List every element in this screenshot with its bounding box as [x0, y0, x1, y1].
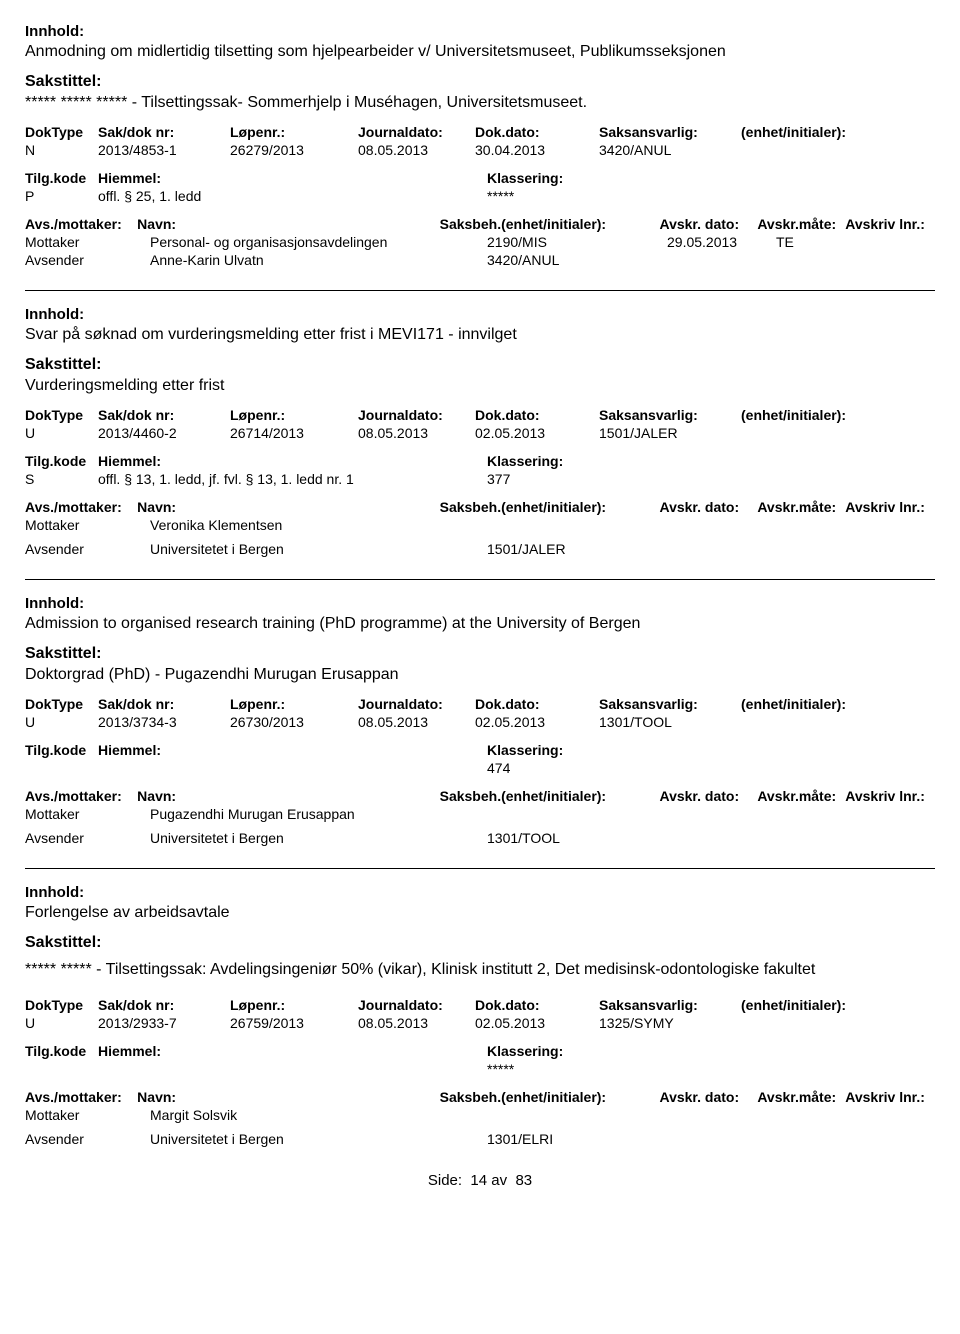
party-header-row: Avs./mottaker: Navn: Saksbeh.(enhet/init… [25, 499, 935, 515]
meta-value-row: N 2013/4853-1 26279/2013 08.05.2013 30.0… [25, 142, 935, 158]
meta-header-row: DokType Sak/dok nr: Løpenr.: Journaldato… [25, 407, 935, 423]
tilg-header-row: Tilg.kode Hiemmel: Klassering: [25, 170, 935, 186]
sakstittel-text: ***** ***** - Tilsettingssak: Avdelingsi… [25, 955, 935, 985]
val-doktype: N [25, 142, 98, 158]
col-saksansv: Saksansvarlig: [599, 124, 741, 140]
innhold-label: Innhold: [25, 23, 935, 40]
innhold-text: Svar på søknad om vurderingsmelding ette… [25, 326, 935, 344]
val-hjemmel: offl. § 25, 1. ledd [98, 188, 487, 204]
innhold-text: Anmodning om midlertidig tilsetting som … [25, 43, 935, 61]
col-tilg: Tilg.kode [25, 170, 98, 186]
innhold-label: Innhold: [25, 306, 935, 323]
mottaker-code: 2190/MIS [487, 234, 667, 250]
avsender-name: Anne-Karin Ulvatn [150, 252, 487, 268]
meta-value-row: U 2013/3734-3 26730/2013 08.05.2013 02.0… [25, 714, 935, 730]
mottaker-date: 29.05.2013 [667, 234, 776, 250]
sakstittel-text: Doktorgrad (PhD) - Pugazendhi Murugan Er… [25, 666, 935, 684]
avsender-row: Avsender Anne-Karin Ulvatn 3420/ANUL [25, 252, 935, 268]
col-dokdato: Dok.dato: [475, 124, 599, 140]
tilg-header-row: Tilg.kode Hiemmel: Klassering: [25, 453, 935, 469]
col-doktype: DokType [25, 124, 98, 140]
val-journ: 08.05.2013 [358, 142, 475, 158]
innhold-label: Innhold: [25, 884, 935, 901]
mottaker-row: Mottaker Pugazendhi Murugan Erusappan [25, 806, 935, 822]
meta-header-row: DokType Sak/dok nr: Løpenr.: Journaldato… [25, 997, 935, 1013]
sakstittel-text: ***** ***** ***** - Tilsettingssak- Somm… [25, 94, 935, 112]
col-avskriv: Avskriv lnr.: [845, 216, 935, 232]
tilg-header-row: Tilg.kode Hiemmel: Klassering: [25, 1043, 935, 1059]
avsender-code: 3420/ANUL [487, 252, 667, 268]
avsender-label: Avsender [25, 252, 150, 268]
mottaker-name: Personal- og organisasjonsavdelingen [150, 234, 487, 250]
journal-record: Innhold: Forlengelse av arbeidsavtale Sa… [25, 884, 935, 1147]
mottaker-row: Mottaker Margit Solsvik [25, 1107, 935, 1123]
journal-record: Innhold: Svar på søknad om vurderingsmel… [25, 306, 935, 580]
innhold-label: Innhold: [25, 595, 935, 612]
innhold-text: Forlengelse av arbeidsavtale [25, 904, 935, 922]
col-saksbeh: Saksbeh.(enhet/initialer): [440, 216, 660, 232]
mottaker-row: Mottaker Personal- og organisasjonsavdel… [25, 234, 935, 250]
meta-header-row: DokType Sak/dok nr: Løpenr.: Journaldato… [25, 696, 935, 712]
tilg-value-row: P offl. § 25, 1. ledd ***** [25, 188, 935, 204]
side-label: Side: [428, 1172, 462, 1189]
col-sakdok: Sak/dok nr: [98, 124, 230, 140]
avsender-row: Avsender Universitetet i Bergen 1501/JAL… [25, 541, 935, 557]
party-header-row: Avs./mottaker: Navn: Saksbeh.(enhet/init… [25, 788, 935, 804]
mottaker-extra: TE [776, 234, 836, 250]
val-tilg: P [25, 188, 98, 204]
sakstittel-label: Sakstittel: [25, 356, 935, 374]
sakstittel-label: Sakstittel: [25, 934, 935, 952]
col-lopenr: Løpenr.: [230, 124, 358, 140]
innhold-text: Admission to organised research training… [25, 615, 935, 633]
col-avsmot: Avs./mottaker: [25, 216, 137, 232]
journal-record: Innhold: Admission to organised research… [25, 595, 935, 869]
meta-value-row: U 2013/2933-7 26759/2013 08.05.2013 02.0… [25, 1015, 935, 1031]
col-navn: Navn: [137, 216, 439, 232]
av-label: av [491, 1172, 507, 1189]
val-klass: ***** [487, 188, 737, 204]
col-avskrmate: Avskr.måte: [757, 216, 845, 232]
sakstittel-text: Vurderingsmelding etter frist [25, 377, 935, 395]
meta-value-row: U 2013/4460-2 26714/2013 08.05.2013 02.0… [25, 425, 935, 441]
sakstittel-label: Sakstittel: [25, 73, 935, 91]
party-header-row: Avs./mottaker: Navn: Saksbeh.(enhet/init… [25, 1089, 935, 1105]
page-current: 14 [470, 1172, 487, 1189]
val-lopenr: 26279/2013 [230, 142, 358, 158]
page-footer: Side: 14 av 83 [25, 1172, 935, 1189]
val-sakdok: 2013/4853-1 [98, 142, 230, 158]
sakstittel-label: Sakstittel: [25, 645, 935, 663]
mottaker-row: Mottaker Veronika Klementsen [25, 517, 935, 533]
tilg-value-row: S offl. § 13, 1. ledd, jf. fvl. § 13, 1.… [25, 471, 935, 487]
col-hjemmel: Hiemmel: [98, 170, 487, 186]
val-dokdato: 30.04.2013 [475, 142, 599, 158]
avsender-row: Avsender Universitetet i Bergen 1301/TOO… [25, 830, 935, 846]
tilg-value-row: 474 [25, 760, 935, 776]
page-total: 83 [515, 1172, 532, 1189]
col-klass: Klassering: [487, 170, 737, 186]
col-journ: Journaldato: [358, 124, 475, 140]
col-enhet: (enhet/initialer): [741, 124, 921, 140]
val-saksansv: 3420/ANUL [599, 142, 741, 158]
tilg-header-row: Tilg.kode Hiemmel: Klassering: [25, 742, 935, 758]
mottaker-label: Mottaker [25, 234, 150, 250]
party-header-row: Avs./mottaker: Navn: Saksbeh.(enhet/init… [25, 216, 935, 232]
avsender-row: Avsender Universitetet i Bergen 1301/ELR… [25, 1131, 935, 1147]
meta-header-row: DokType Sak/dok nr: Løpenr.: Journaldato… [25, 124, 935, 140]
journal-record: Innhold: Anmodning om midlertidig tilset… [25, 10, 935, 291]
col-avskrdato: Avskr. dato: [659, 216, 757, 232]
tilg-value-row: ***** [25, 1061, 935, 1077]
